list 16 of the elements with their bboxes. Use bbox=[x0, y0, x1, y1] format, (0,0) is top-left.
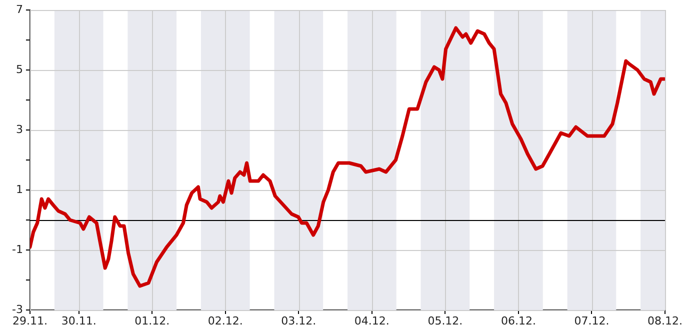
x-tick-label: 30.11. bbox=[61, 314, 96, 328]
y-tick-label: -1 bbox=[12, 242, 23, 256]
x-tick-label: 08.12. bbox=[648, 314, 682, 328]
y-tick-label: -3 bbox=[12, 302, 23, 316]
x-tick-label: 06.12. bbox=[500, 314, 536, 328]
y-tick-label: 7 bbox=[16, 2, 23, 16]
x-tick-label: 03.12. bbox=[281, 314, 316, 328]
x-tick-label: 07.12. bbox=[574, 314, 610, 328]
x-tick-label: 29.11. bbox=[12, 314, 48, 328]
y-tick-label: 1 bbox=[16, 182, 23, 196]
y-tick-label: 5 bbox=[16, 62, 23, 76]
y-tick-label: 3 bbox=[16, 122, 23, 136]
x-tick-label: 01.12. bbox=[134, 314, 170, 328]
x-tick-label: 05.12. bbox=[428, 314, 463, 328]
x-tick-label: 02.12. bbox=[208, 314, 243, 328]
x-tick-label: 04.12. bbox=[354, 314, 390, 328]
